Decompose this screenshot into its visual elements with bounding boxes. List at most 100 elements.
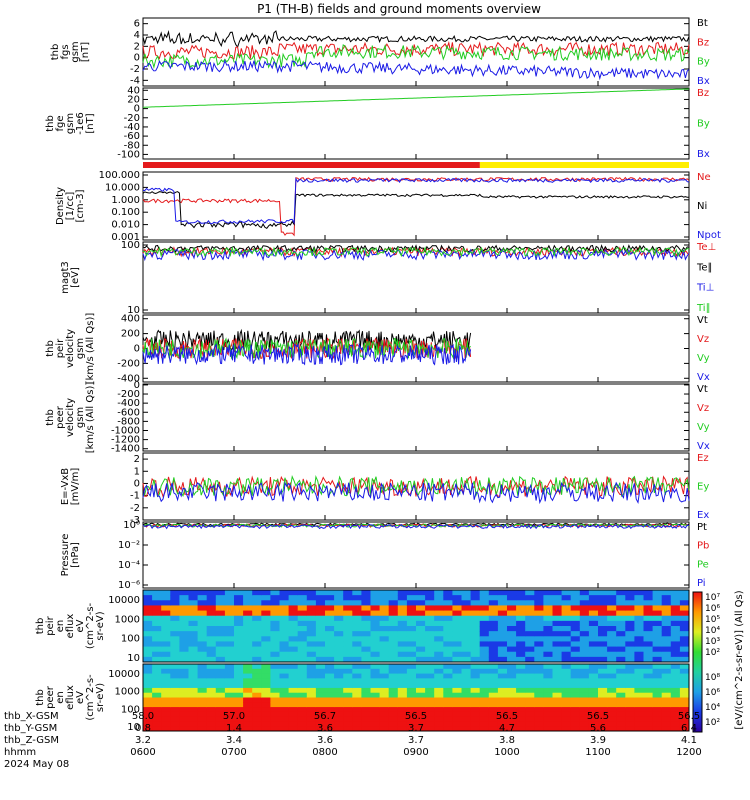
heat-cell [297,651,308,658]
heat-cell [325,646,335,653]
heat-cell [516,726,526,732]
heat-cell [507,687,517,694]
heat-cell [379,600,390,606]
heat-cell [170,590,180,596]
legend-Bx: Bx [697,76,710,87]
heat-cell [670,716,681,722]
heat-cell [661,615,672,622]
heat-cell [379,683,390,689]
heat-cell [388,631,399,637]
heat-cell [334,664,344,670]
heat-cell [361,646,371,653]
heat-cell [143,610,153,617]
heat-cell [161,678,171,684]
heat-cell [361,626,371,632]
heat-cell [507,673,517,679]
heat-cell [497,678,508,684]
heat-cell [607,620,617,627]
heat-cell [388,615,399,622]
heat-cell [470,668,481,675]
heat-cell [670,626,681,632]
heat-cell [479,636,490,642]
heat-cell [215,687,226,694]
heat-cell [497,673,508,679]
xaxis-value: 0900 [403,747,428,758]
heat-cell [315,721,326,727]
heat-cell [279,716,290,722]
heat-cell [224,631,235,637]
heat-cell [607,636,617,642]
heat-cell [243,610,253,617]
heat-cell [588,646,599,653]
heat-cell [598,636,608,642]
heat-cell [343,651,353,658]
heat-cell [179,702,189,708]
heat-cell [507,595,517,601]
heat-cell [406,721,417,727]
heat-cell [416,721,426,727]
ytick-label: 0.100 [111,207,140,218]
heat-cell [334,692,344,698]
trace-Npot [143,177,690,225]
trace-Ti⊥ [142,248,690,262]
heat-cell [243,716,253,722]
heat-cell [497,726,508,732]
heat-cell [507,615,517,622]
heat-cell [325,707,335,713]
heat-cell [416,605,426,612]
ytick-label: 0.001 [111,232,140,243]
heat-cell [325,697,335,703]
heat-cell [516,641,526,648]
heat-cell [243,646,253,653]
heat-cell [652,721,663,727]
heat-cell [170,620,180,627]
heat-cell [215,641,226,648]
heat-cell [388,641,399,648]
heat-cell [679,687,690,694]
heat-cell [215,646,226,653]
heat-cell [443,683,453,689]
heat-cell [215,626,226,632]
heat-cell [334,615,344,622]
heat-cell [252,651,262,658]
heat-cell [516,636,526,642]
heat-cell [143,605,153,612]
heat-cell [234,678,244,684]
heat-cell [652,687,663,694]
heat-cell [598,646,608,653]
heat-cell [552,646,563,653]
heat-cell [406,692,417,698]
heat-cell [234,605,244,612]
heat-cell [343,726,353,732]
heat-cell [616,615,626,622]
heat-cell [397,707,408,713]
heat-cell [470,687,481,694]
heat-cell [370,707,381,713]
heat-cell [397,692,408,698]
heat-cell [179,626,189,632]
heat-cell [516,646,526,653]
heat-cell [388,664,399,670]
heat-cell [252,605,262,612]
legend-Ti∥: Ti∥ [696,303,711,314]
heat-cell [625,631,635,637]
heat-cell [315,605,326,612]
heat-cell [579,600,590,606]
heat-cell [288,656,299,663]
heat-cell [434,716,444,722]
heat-cell [406,636,417,642]
heat-cell [315,615,326,622]
legend-Bz: Bz [697,37,709,48]
heat-cell [152,711,162,718]
heat-cell [643,711,654,718]
heat-cell [306,656,317,663]
colorbar-tick: 10⁶ [705,604,720,614]
heat-cell [434,668,444,675]
heat-cell [661,605,672,612]
heat-cell [143,615,153,622]
heat-cell [252,692,262,698]
heat-cell [406,600,417,606]
heat-cell [188,707,199,713]
heat-cell [261,692,271,698]
heat-cell [543,651,553,658]
